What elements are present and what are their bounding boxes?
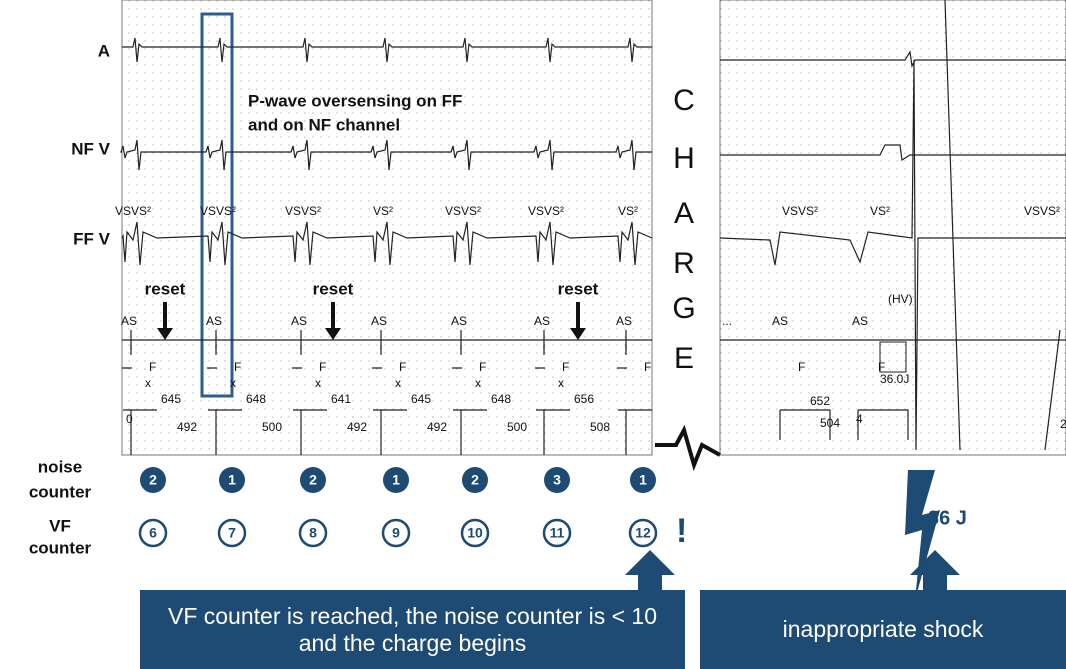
marker-as: AS xyxy=(772,314,788,328)
right-strip xyxy=(720,0,1066,455)
interval: 492 xyxy=(347,420,367,434)
reset-label: reset xyxy=(313,279,354,298)
marker-as: AS xyxy=(616,314,632,328)
callout: VF counter is reached, the noise counter… xyxy=(140,590,685,669)
vf-value: 7 xyxy=(228,525,236,541)
counter-label: noise xyxy=(38,457,82,476)
interval: 500 xyxy=(507,420,527,434)
callout: inappropriate shock xyxy=(700,590,1066,669)
marker-x: x xyxy=(315,376,321,390)
marker-as: AS xyxy=(291,314,307,328)
channel-label: A xyxy=(98,41,110,60)
diagram: A NF V FF V P-wave oversensing on FF and on … xyxy=(0,0,1066,669)
marker-number: 2 xyxy=(1060,417,1066,431)
counter-label: counter xyxy=(29,538,92,557)
channel-label: NF V xyxy=(71,139,110,158)
ellipsis: ... xyxy=(722,314,732,328)
interval: 645 xyxy=(161,392,181,406)
marker-vs: VS² xyxy=(870,204,890,218)
marker-as: AS xyxy=(206,314,222,328)
marker-hv: (HV) xyxy=(888,292,913,306)
marker-vs: VSVS² xyxy=(782,204,818,218)
shock-energy: 36 J xyxy=(928,507,967,529)
vf-value: 6 xyxy=(149,525,157,541)
vf-value: 9 xyxy=(392,525,400,541)
noise-value: 1 xyxy=(392,472,400,488)
interval: 648 xyxy=(246,392,266,406)
charge-letter: H xyxy=(673,142,695,175)
interval: 504 xyxy=(820,416,840,430)
marker-vs: VSVS² xyxy=(115,204,151,218)
marker-f: F xyxy=(399,360,406,374)
charge-letter: G xyxy=(672,292,695,325)
vf-value: 8 xyxy=(309,525,317,541)
noise-value: 1 xyxy=(228,472,236,488)
noise-value: 2 xyxy=(149,472,157,488)
interval: 492 xyxy=(177,420,197,434)
counter-label: VF xyxy=(49,516,71,535)
vf-value: 10 xyxy=(467,525,483,541)
marker-f: F xyxy=(562,360,569,374)
marker-number: 4 xyxy=(856,412,863,426)
marker-as: AS xyxy=(371,314,387,328)
shock-energy-marker: 36.0J xyxy=(880,372,909,386)
channel-label: FF V xyxy=(73,229,110,248)
vf-value: 12 xyxy=(635,525,651,541)
charge-letter: C xyxy=(673,84,695,117)
break-mark xyxy=(655,430,720,465)
marker-f: F xyxy=(479,360,486,374)
annotation: and on NF channel xyxy=(248,115,400,134)
exclamation: ! xyxy=(676,512,687,550)
marker-f: F xyxy=(319,360,326,374)
marker-vs: VSVS² xyxy=(528,204,564,218)
interval: 500 xyxy=(262,420,282,434)
marker-f: F xyxy=(644,360,651,374)
charge-letter: E xyxy=(674,342,694,375)
counter-label: counter xyxy=(29,482,92,501)
interval: 648 xyxy=(491,392,511,406)
reset-label: reset xyxy=(558,279,599,298)
vf-value: 11 xyxy=(550,525,565,541)
interval: 492 xyxy=(427,420,447,434)
marker-vs: VSVS² xyxy=(200,204,236,218)
arrow-up xyxy=(625,550,675,592)
marker-x: x xyxy=(395,376,401,390)
marker-vs: VSVS² xyxy=(445,204,481,218)
marker-vs: VSVS² xyxy=(285,204,321,218)
interval: 508 xyxy=(590,420,610,434)
marker-vs: VS² xyxy=(373,204,393,218)
marker-x: x xyxy=(145,376,151,390)
marker-x: x xyxy=(475,376,481,390)
marker-as: AS xyxy=(451,314,467,328)
interval: 652 xyxy=(810,394,830,408)
interval: 656 xyxy=(574,392,594,406)
reset-label: reset xyxy=(145,279,186,298)
marker-x: x xyxy=(230,376,236,390)
noise-value: 1 xyxy=(639,472,647,488)
page: A NF V FF V P-wave oversensing on FF and on … xyxy=(0,0,1066,669)
charge-letter: R xyxy=(673,247,695,280)
interval: 645 xyxy=(411,392,431,406)
marker-f: F xyxy=(149,360,156,374)
marker-f: F xyxy=(798,360,805,374)
noise-value: 2 xyxy=(471,472,479,488)
marker-vs: VS² xyxy=(618,204,638,218)
marker-vs: VSVS² xyxy=(1024,204,1060,218)
charge-letter: A xyxy=(674,197,694,230)
marker-f: F xyxy=(234,360,241,374)
marker-as: AS xyxy=(534,314,550,328)
noise-value: 3 xyxy=(553,472,561,488)
marker-as: AS xyxy=(852,314,868,328)
annotation: P-wave oversensing on FF xyxy=(248,91,462,110)
marker-as: AS xyxy=(121,314,137,328)
marker-x: x xyxy=(558,376,564,390)
noise-value: 2 xyxy=(309,472,317,488)
zero-label: 0 xyxy=(126,412,133,426)
interval: 641 xyxy=(331,392,351,406)
